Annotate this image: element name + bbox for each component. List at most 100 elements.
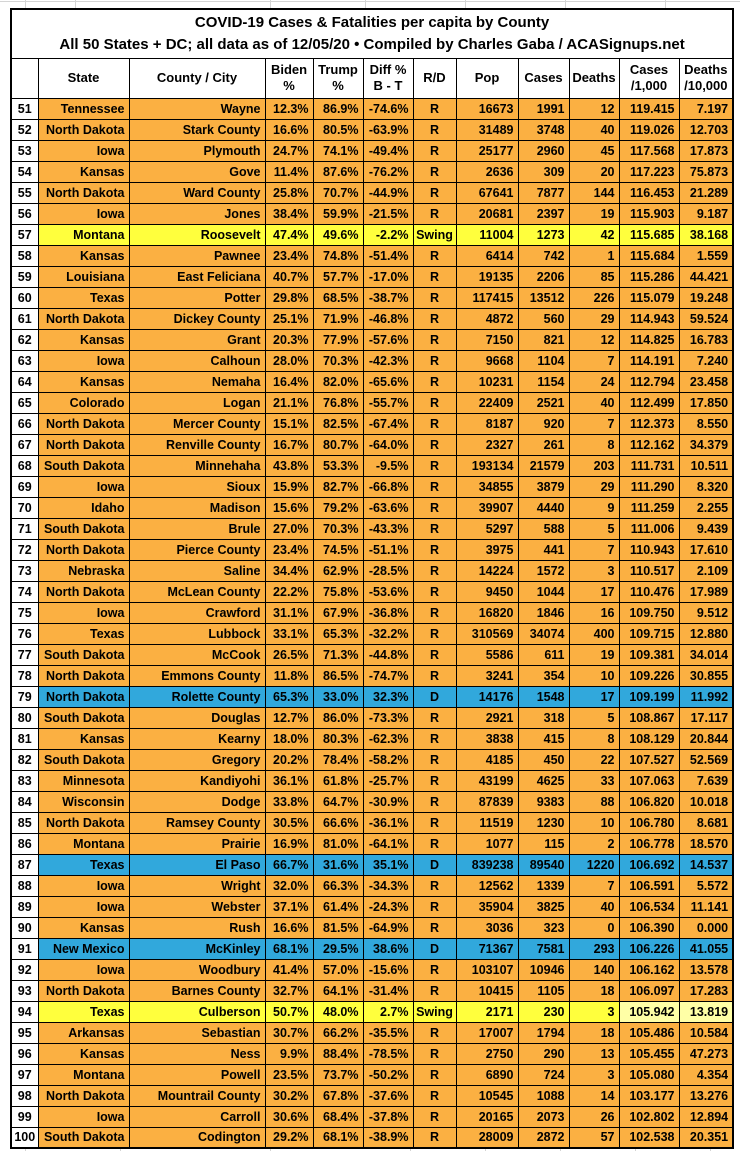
county-cell[interactable]: Grant — [128, 328, 266, 351]
biden-pct-cell[interactable]: 12.3% — [264, 97, 314, 120]
row-rank[interactable]: 80 — [10, 706, 39, 729]
diff-pct-cell[interactable]: -46.8% — [362, 307, 414, 330]
cases-per-1000-cell[interactable]: 102.802 — [618, 1105, 680, 1128]
diff-pct-cell[interactable]: -76.2% — [362, 160, 414, 183]
state-cell[interactable]: Louisiana — [37, 265, 130, 288]
party-cell[interactable]: R — [412, 874, 457, 897]
pop-cell[interactable]: 39907 — [455, 496, 519, 519]
state-cell[interactable]: Kansas — [37, 244, 130, 267]
biden-pct-cell[interactable]: 37.1% — [264, 895, 314, 918]
state-cell[interactable]: Iowa — [37, 349, 130, 372]
deaths-per-10000-cell[interactable]: 23.458 — [678, 370, 734, 393]
cases-per-1000-cell[interactable]: 108.867 — [618, 706, 680, 729]
cases-cell[interactable]: 9383 — [517, 790, 570, 813]
pop-cell[interactable]: 17007 — [455, 1021, 519, 1044]
pop-cell[interactable]: 9450 — [455, 580, 519, 603]
cases-cell[interactable]: 1794 — [517, 1021, 570, 1044]
row-rank[interactable]: 62 — [10, 328, 39, 351]
cases-per-1000-cell[interactable]: 110.943 — [618, 538, 680, 561]
cases-per-1000-cell[interactable]: 111.731 — [618, 454, 680, 477]
biden-pct-cell[interactable]: 32.0% — [264, 874, 314, 897]
state-cell[interactable]: North Dakota — [37, 811, 130, 834]
state-cell[interactable]: Iowa — [37, 1105, 130, 1128]
party-cell[interactable]: D — [412, 685, 457, 708]
trump-pct-cell[interactable]: 71.3% — [312, 643, 364, 666]
state-cell[interactable]: Kansas — [37, 370, 130, 393]
pop-cell[interactable]: 310569 — [455, 622, 519, 645]
pop-cell[interactable]: 2636 — [455, 160, 519, 183]
header-deaths-per-10000[interactable]: Deaths /10,000 — [678, 57, 734, 99]
county-cell[interactable]: Kandiyohi — [128, 769, 266, 792]
title-cell[interactable]: COVID-19 Cases & Fatalities per capita b… — [10, 8, 734, 59]
pop-cell[interactable]: 87839 — [455, 790, 519, 813]
party-cell[interactable]: R — [412, 1021, 457, 1044]
deaths-cell[interactable]: 0 — [568, 916, 620, 939]
deaths-per-10000-cell[interactable]: 30.855 — [678, 664, 734, 687]
cases-cell[interactable]: 2073 — [517, 1105, 570, 1128]
cases-per-1000-cell[interactable]: 106.692 — [618, 853, 680, 876]
row-rank[interactable]: 52 — [10, 118, 39, 141]
cases-cell[interactable]: 2397 — [517, 202, 570, 225]
row-rank[interactable]: 63 — [10, 349, 39, 372]
party-cell[interactable]: R — [412, 622, 457, 645]
pop-cell[interactable]: 19135 — [455, 265, 519, 288]
trump-pct-cell[interactable]: 80.5% — [312, 118, 364, 141]
state-cell[interactable]: South Dakota — [37, 1126, 130, 1149]
deaths-cell[interactable]: 12 — [568, 328, 620, 351]
trump-pct-cell[interactable]: 87.6% — [312, 160, 364, 183]
cases-cell[interactable]: 115 — [517, 832, 570, 855]
party-cell[interactable]: R — [412, 265, 457, 288]
cases-per-1000-cell[interactable]: 114.825 — [618, 328, 680, 351]
biden-pct-cell[interactable]: 65.3% — [264, 685, 314, 708]
party-cell[interactable]: D — [412, 853, 457, 876]
deaths-per-10000-cell[interactable]: 9.512 — [678, 601, 734, 624]
diff-pct-cell[interactable]: -58.2% — [362, 748, 414, 771]
county-cell[interactable]: Rush — [128, 916, 266, 939]
diff-pct-cell[interactable]: -35.5% — [362, 1021, 414, 1044]
biden-pct-cell[interactable]: 20.2% — [264, 748, 314, 771]
party-cell[interactable]: R — [412, 727, 457, 750]
cases-cell[interactable]: 560 — [517, 307, 570, 330]
county-cell[interactable]: Saline — [128, 559, 266, 582]
county-cell[interactable]: Ramsey County — [128, 811, 266, 834]
deaths-per-10000-cell[interactable]: 34.014 — [678, 643, 734, 666]
row-rank[interactable]: 67 — [10, 433, 39, 456]
cases-cell[interactable]: 7877 — [517, 181, 570, 204]
trump-pct-cell[interactable]: 59.9% — [312, 202, 364, 225]
deaths-cell[interactable]: 7 — [568, 349, 620, 372]
biden-pct-cell[interactable]: 30.2% — [264, 1084, 314, 1107]
deaths-per-10000-cell[interactable]: 12.703 — [678, 118, 734, 141]
party-cell[interactable]: R — [412, 433, 457, 456]
state-cell[interactable]: Iowa — [37, 139, 130, 162]
trump-pct-cell[interactable]: 61.4% — [312, 895, 364, 918]
cases-per-1000-cell[interactable]: 114.191 — [618, 349, 680, 372]
deaths-cell[interactable]: 18 — [568, 979, 620, 1002]
row-rank[interactable]: 100 — [10, 1126, 39, 1149]
pop-cell[interactable]: 5297 — [455, 517, 519, 540]
cases-per-1000-cell[interactable]: 109.226 — [618, 664, 680, 687]
cases-per-1000-cell[interactable]: 106.780 — [618, 811, 680, 834]
county-cell[interactable]: East Feliciana — [128, 265, 266, 288]
biden-pct-cell[interactable]: 15.6% — [264, 496, 314, 519]
county-cell[interactable]: McLean County — [128, 580, 266, 603]
biden-pct-cell[interactable]: 30.7% — [264, 1021, 314, 1044]
state-cell[interactable]: Montana — [37, 223, 130, 246]
cases-cell[interactable]: 450 — [517, 748, 570, 771]
trump-pct-cell[interactable]: 86.5% — [312, 664, 364, 687]
state-cell[interactable]: Texas — [37, 622, 130, 645]
party-cell[interactable]: R — [412, 706, 457, 729]
deaths-per-10000-cell[interactable]: 11.141 — [678, 895, 734, 918]
biden-pct-cell[interactable]: 16.6% — [264, 118, 314, 141]
diff-pct-cell[interactable]: -51.4% — [362, 244, 414, 267]
diff-pct-cell[interactable]: -31.4% — [362, 979, 414, 1002]
deaths-per-10000-cell[interactable]: 10.584 — [678, 1021, 734, 1044]
state-cell[interactable]: Kansas — [37, 160, 130, 183]
county-cell[interactable]: Crawford — [128, 601, 266, 624]
cases-per-1000-cell[interactable]: 112.794 — [618, 370, 680, 393]
biden-pct-cell[interactable]: 25.8% — [264, 181, 314, 204]
deaths-cell[interactable]: 10 — [568, 811, 620, 834]
biden-pct-cell[interactable]: 26.5% — [264, 643, 314, 666]
party-cell[interactable]: R — [412, 370, 457, 393]
cases-per-1000-cell[interactable]: 117.223 — [618, 160, 680, 183]
party-cell[interactable]: Swing — [412, 1000, 457, 1023]
